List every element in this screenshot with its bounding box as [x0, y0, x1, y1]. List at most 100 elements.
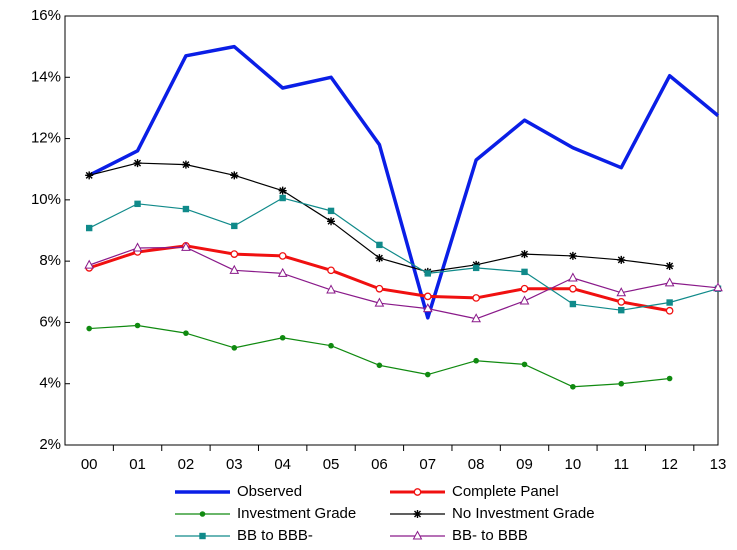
point: [568, 251, 577, 260]
legend-label: BB to BBB-: [237, 527, 313, 544]
point: [472, 264, 480, 272]
point: [182, 205, 190, 213]
y-tick-label: 2%: [39, 436, 61, 453]
legend-label: Observed: [237, 483, 302, 500]
point: [665, 306, 674, 315]
point: [231, 345, 238, 351]
x-tick-label: 11: [613, 456, 629, 473]
x-tick-label: 02: [178, 456, 195, 473]
point: [666, 299, 673, 306]
point: [713, 282, 723, 292]
point: [520, 284, 529, 293]
point: [521, 361, 528, 368]
point: [327, 217, 336, 226]
point: [473, 357, 479, 364]
x-tick-label: 10: [565, 456, 582, 473]
point: [279, 194, 286, 202]
series-line: [89, 324, 670, 388]
point: [617, 298, 626, 306]
point: [279, 334, 286, 341]
point: [519, 295, 530, 305]
point: [375, 254, 384, 263]
legend-marker: [199, 532, 206, 540]
point: [422, 303, 433, 313]
point: [375, 284, 384, 293]
point: [664, 277, 675, 287]
legend-marker: [412, 530, 423, 540]
x-tick-label: 13: [710, 456, 727, 473]
y-tick-label: 8%: [39, 252, 61, 269]
point: [376, 362, 383, 369]
point: [230, 250, 239, 258]
x-tick-label: 12: [661, 456, 678, 473]
point: [86, 325, 92, 332]
point: [278, 252, 287, 260]
point: [665, 262, 674, 271]
legend-label: Investment Grade: [237, 505, 356, 522]
point: [569, 284, 577, 293]
point: [374, 297, 385, 307]
point: [181, 241, 191, 251]
point: [520, 250, 529, 259]
y-tick-label: 4%: [39, 375, 61, 392]
point: [569, 300, 577, 308]
legend-marker: [413, 488, 422, 496]
point: [278, 186, 287, 195]
point: [618, 306, 625, 314]
point: [133, 159, 142, 168]
point: [134, 200, 141, 208]
legend-marker: [199, 511, 206, 517]
point: [229, 264, 240, 274]
point: [424, 371, 431, 378]
point: [376, 241, 383, 249]
point: [231, 222, 238, 230]
series-line: [88, 246, 719, 320]
point: [423, 292, 432, 301]
point: [328, 342, 334, 349]
point: [84, 259, 95, 269]
point: [424, 270, 431, 277]
point: [521, 268, 528, 276]
x-tick-label: 09: [516, 456, 533, 473]
x-tick-label: 08: [468, 456, 485, 473]
y-tick-label: 12%: [31, 130, 61, 147]
point: [277, 267, 288, 277]
x-tick-label: 05: [323, 456, 340, 473]
point: [616, 287, 627, 297]
point: [134, 322, 141, 329]
point: [181, 160, 190, 169]
point: [326, 284, 336, 294]
point: [568, 272, 578, 282]
point: [183, 330, 189, 336]
point: [618, 380, 625, 387]
x-tick-label: 01: [129, 456, 146, 473]
point: [471, 313, 481, 323]
x-tick-label: 04: [274, 456, 291, 473]
point: [327, 207, 335, 215]
legend-label: No Investment Grade: [452, 505, 595, 522]
plot-frame: [64, 15, 719, 446]
point: [472, 294, 480, 302]
point: [666, 375, 673, 382]
y-tick-label: 10%: [31, 191, 61, 208]
point: [132, 242, 143, 252]
series-line: [88, 197, 719, 311]
legend-label: Complete Panel: [452, 483, 559, 500]
legend-marker: [413, 510, 422, 518]
point: [230, 171, 239, 180]
y-tick-label: 14%: [31, 68, 61, 85]
point: [85, 171, 94, 180]
series-line: [88, 44, 720, 320]
y-tick-label: 6%: [39, 313, 61, 330]
point: [85, 224, 93, 232]
x-tick-label: 06: [371, 456, 388, 473]
point: [327, 266, 335, 275]
y-tick-label: 16%: [31, 7, 61, 24]
x-tick-label: 03: [226, 456, 243, 473]
legend-label: BB- to BBB: [452, 527, 528, 544]
point: [617, 255, 626, 264]
x-tick-label: 00: [81, 456, 98, 473]
x-tick-label: 07: [419, 456, 436, 473]
point: [570, 383, 576, 390]
